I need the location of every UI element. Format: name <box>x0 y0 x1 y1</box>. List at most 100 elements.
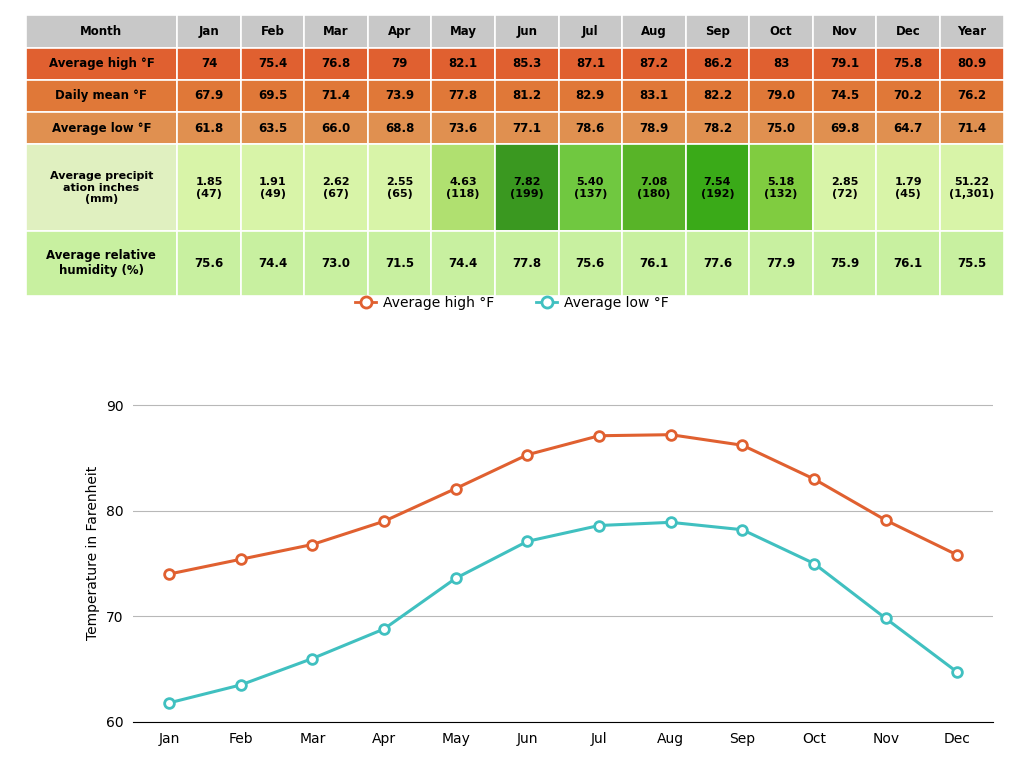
Text: 51.22
(1,301): 51.22 (1,301) <box>949 177 994 199</box>
Text: 1.79
(45): 1.79 (45) <box>894 177 922 199</box>
Bar <box>558 231 623 296</box>
Text: Oct: Oct <box>770 25 793 38</box>
Bar <box>26 48 177 80</box>
Bar <box>26 144 177 231</box>
Bar <box>686 48 750 80</box>
Text: 71.4: 71.4 <box>957 121 986 134</box>
Bar <box>940 112 1004 144</box>
Bar <box>495 48 558 80</box>
Bar <box>431 48 495 80</box>
Text: 87.1: 87.1 <box>575 57 605 70</box>
Bar <box>813 231 877 296</box>
Text: 75.9: 75.9 <box>830 257 859 270</box>
Text: 1.85
(47): 1.85 (47) <box>196 177 222 199</box>
Text: 73.9: 73.9 <box>385 89 415 102</box>
Text: Average low °F: Average low °F <box>51 121 152 134</box>
Text: Sep: Sep <box>706 25 730 38</box>
Bar <box>750 144 813 231</box>
Text: 79: 79 <box>391 57 408 70</box>
Text: 79.0: 79.0 <box>767 89 796 102</box>
Bar <box>431 231 495 296</box>
Bar <box>304 231 368 296</box>
Bar <box>304 80 368 112</box>
Bar <box>241 80 304 112</box>
Text: 69.5: 69.5 <box>258 89 287 102</box>
Bar <box>241 15 304 48</box>
Text: 75.5: 75.5 <box>957 257 986 270</box>
Text: 76.1: 76.1 <box>639 257 669 270</box>
Bar <box>877 48 940 80</box>
Text: Jul: Jul <box>582 25 599 38</box>
Text: 74.5: 74.5 <box>830 89 859 102</box>
Bar <box>686 15 750 48</box>
Bar <box>431 80 495 112</box>
Bar <box>750 80 813 112</box>
Text: 78.6: 78.6 <box>575 121 605 134</box>
Text: 83.1: 83.1 <box>639 89 669 102</box>
Bar <box>623 80 686 112</box>
Bar <box>495 15 558 48</box>
Text: 68.8: 68.8 <box>385 121 415 134</box>
Bar <box>813 144 877 231</box>
Text: May: May <box>450 25 477 38</box>
Bar <box>750 231 813 296</box>
Text: 82.9: 82.9 <box>575 89 605 102</box>
Bar <box>241 231 304 296</box>
Bar <box>177 231 241 296</box>
Text: 74.4: 74.4 <box>258 257 287 270</box>
Bar <box>495 144 558 231</box>
Text: 77.9: 77.9 <box>767 257 796 270</box>
Text: 75.6: 75.6 <box>575 257 605 270</box>
Text: 4.63
(118): 4.63 (118) <box>446 177 480 199</box>
Bar <box>686 80 750 112</box>
Text: 76.2: 76.2 <box>957 89 986 102</box>
Bar <box>304 112 368 144</box>
Bar <box>431 112 495 144</box>
Bar <box>26 231 177 296</box>
Bar <box>26 112 177 144</box>
Text: 2.62
(67): 2.62 (67) <box>323 177 350 199</box>
Text: Average precipit
ation inches
(mm): Average precipit ation inches (mm) <box>50 171 153 204</box>
Text: 66.0: 66.0 <box>322 121 350 134</box>
Text: 87.2: 87.2 <box>639 57 669 70</box>
Bar <box>558 144 623 231</box>
Bar <box>304 144 368 231</box>
Bar <box>623 15 686 48</box>
Bar <box>241 144 304 231</box>
Text: 75.4: 75.4 <box>258 57 287 70</box>
Text: 79.1: 79.1 <box>830 57 859 70</box>
Text: 78.2: 78.2 <box>702 121 732 134</box>
Text: 5.40
(137): 5.40 (137) <box>573 177 607 199</box>
Bar <box>877 112 940 144</box>
Y-axis label: Temperature in Farenheit: Temperature in Farenheit <box>86 466 100 640</box>
Text: Jan: Jan <box>199 25 219 38</box>
Bar <box>368 112 431 144</box>
Bar <box>877 80 940 112</box>
Bar <box>558 15 623 48</box>
Text: 73.6: 73.6 <box>449 121 478 134</box>
Bar <box>940 144 1004 231</box>
Bar <box>177 112 241 144</box>
Bar <box>750 48 813 80</box>
Text: Mar: Mar <box>324 25 349 38</box>
Bar <box>241 112 304 144</box>
Text: 71.5: 71.5 <box>385 257 415 270</box>
Bar <box>495 112 558 144</box>
Text: 75.6: 75.6 <box>195 257 223 270</box>
Bar <box>558 112 623 144</box>
Bar <box>431 15 495 48</box>
Text: 82.2: 82.2 <box>702 89 732 102</box>
Text: 2.55
(65): 2.55 (65) <box>386 177 414 199</box>
Bar <box>623 231 686 296</box>
Text: 78.9: 78.9 <box>639 121 669 134</box>
Text: 86.2: 86.2 <box>702 57 732 70</box>
Text: 63.5: 63.5 <box>258 121 287 134</box>
Text: 67.9: 67.9 <box>195 89 223 102</box>
Bar <box>304 15 368 48</box>
Text: Aug: Aug <box>641 25 667 38</box>
Text: 82.1: 82.1 <box>449 57 478 70</box>
Bar <box>813 48 877 80</box>
Bar <box>750 112 813 144</box>
Text: 69.8: 69.8 <box>829 121 859 134</box>
Bar <box>431 144 495 231</box>
